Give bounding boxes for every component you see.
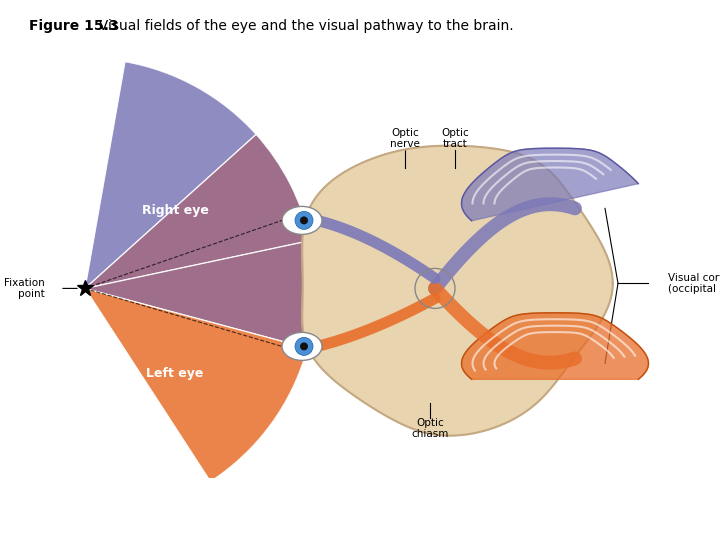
Polygon shape bbox=[282, 339, 297, 354]
Ellipse shape bbox=[282, 333, 322, 360]
Polygon shape bbox=[462, 148, 639, 221]
Text: by Pearson Education, Inc.: by Pearson Education, Inc. bbox=[446, 516, 558, 525]
Text: Fixation
point: Fixation point bbox=[4, 278, 45, 299]
Wedge shape bbox=[85, 62, 256, 288]
Ellipse shape bbox=[282, 206, 322, 234]
Text: Donita D'Amico | Colleen Barbarito: Donita D'Amico | Colleen Barbarito bbox=[202, 523, 359, 532]
Text: Left eye: Left eye bbox=[146, 367, 204, 380]
Ellipse shape bbox=[300, 342, 308, 350]
Text: Visual cortex
(occipital lobe): Visual cortex (occipital lobe) bbox=[668, 273, 720, 294]
Polygon shape bbox=[302, 146, 613, 436]
Text: Health & Physical Assessment in Nursing, Third Edition: Health & Physical Assessment in Nursing,… bbox=[202, 508, 450, 516]
Text: ALWAYS LEARNING: ALWAYS LEARNING bbox=[14, 514, 117, 523]
Text: Visual fields of the eye and the visual pathway to the brain.: Visual fields of the eye and the visual … bbox=[90, 19, 513, 33]
Text: Right eye: Right eye bbox=[142, 204, 208, 217]
Ellipse shape bbox=[295, 211, 313, 230]
Ellipse shape bbox=[295, 338, 313, 355]
Text: Figure 15.3: Figure 15.3 bbox=[29, 19, 118, 33]
Wedge shape bbox=[85, 134, 310, 288]
Text: Optic
tract: Optic tract bbox=[441, 127, 469, 149]
Text: All Rights Reserved: All Rights Reserved bbox=[446, 528, 528, 537]
Polygon shape bbox=[282, 212, 297, 228]
Text: PEARSON: PEARSON bbox=[634, 509, 720, 528]
Text: Optic
chiasm: Optic chiasm bbox=[411, 417, 449, 439]
Polygon shape bbox=[462, 313, 649, 379]
Text: Copyright © 2016, © 2012, © 2007: Copyright © 2016, © 2012, © 2007 bbox=[446, 504, 597, 514]
Ellipse shape bbox=[300, 217, 308, 225]
Wedge shape bbox=[85, 241, 315, 348]
Text: Optic
nerve: Optic nerve bbox=[390, 127, 420, 149]
Wedge shape bbox=[85, 288, 307, 481]
